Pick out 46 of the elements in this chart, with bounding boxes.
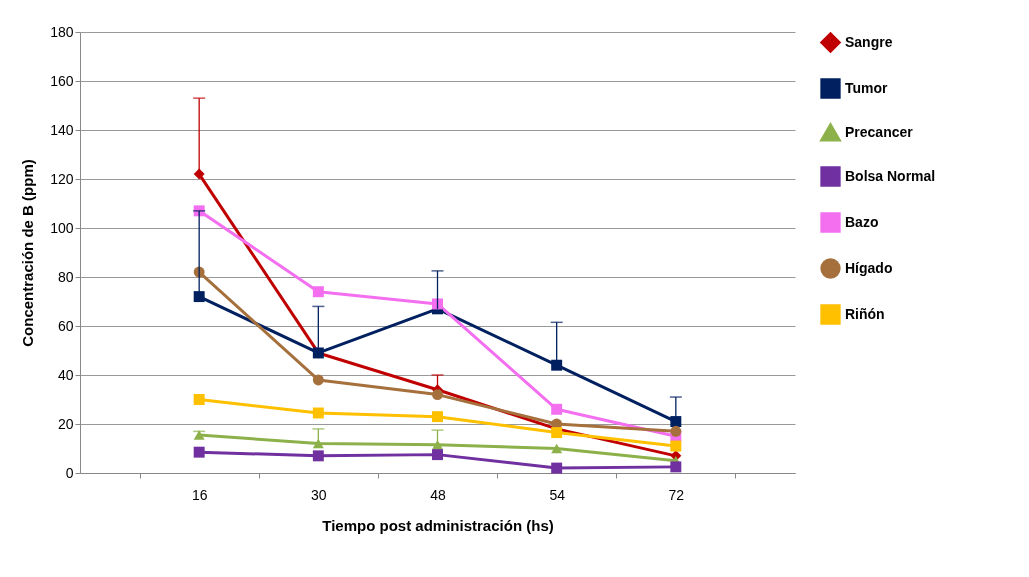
y-tick-label: 120 (50, 170, 74, 187)
point (312, 374, 324, 386)
point (551, 443, 563, 454)
point (193, 446, 205, 458)
point (432, 411, 443, 423)
legend-label: Riñón (845, 305, 885, 322)
point (551, 427, 563, 439)
y-tick-label: 0 (65, 464, 74, 481)
point (670, 416, 682, 428)
legend-label: Bazo (845, 213, 879, 230)
point (312, 407, 324, 419)
y-tick-label: 20 (57, 415, 74, 432)
point (432, 449, 443, 461)
legend-label: Tumor (845, 79, 889, 96)
x-tick-label: 72 (668, 486, 685, 503)
point (432, 298, 443, 310)
y-tick-label: 160 (50, 72, 74, 89)
y-tick-label: 60 (57, 317, 74, 334)
x-tick-label: 16 (191, 486, 208, 503)
y-tick-label: 80 (57, 268, 74, 285)
point (551, 462, 563, 474)
x-tick-label: 48 (430, 486, 446, 503)
point (551, 359, 563, 371)
point (193, 394, 205, 405)
point (670, 425, 682, 437)
x-axis-title: Tiempo post administración (hs) (322, 516, 554, 534)
x-tick-label: 54 (549, 486, 566, 503)
legend-label: Bolsa Normal (845, 167, 936, 184)
point (551, 403, 563, 415)
y-tick-label: 180 (50, 23, 74, 40)
y-tick-label: 100 (50, 219, 74, 236)
point (670, 461, 682, 473)
point (193, 430, 205, 440)
point (432, 389, 443, 401)
point (670, 440, 682, 452)
y-axis-title: Concentración de B (ppm) (19, 159, 37, 347)
legend-label: Sangre (845, 33, 893, 50)
point (193, 168, 205, 180)
legend-label: Hígado (845, 259, 893, 276)
point (312, 450, 324, 462)
y-tick-label: 40 (57, 366, 74, 383)
point (193, 291, 205, 303)
x-tick-label: 30 (311, 486, 327, 503)
y-tick-label: 140 (50, 121, 74, 138)
legend-label: Precancer (845, 123, 914, 140)
point (312, 286, 324, 298)
